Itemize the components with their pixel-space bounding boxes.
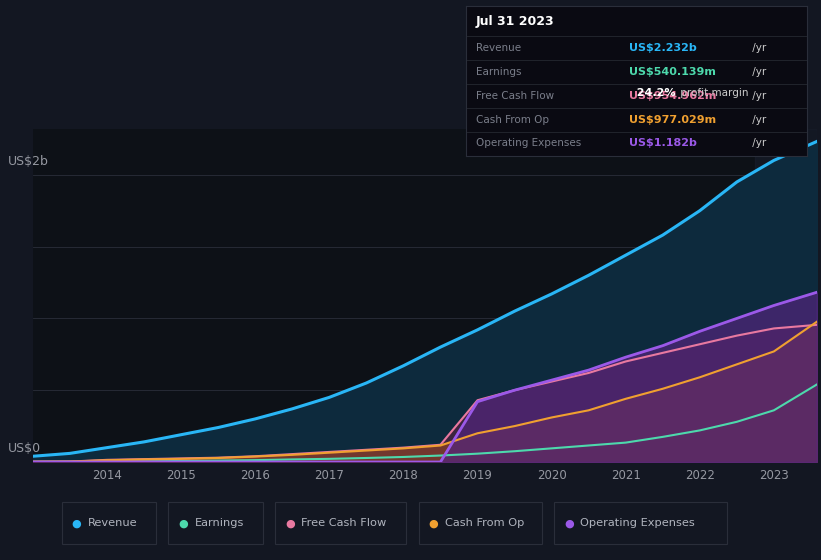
Text: Free Cash Flow: Free Cash Flow [475, 91, 554, 101]
Text: US$977.029m: US$977.029m [630, 115, 717, 125]
Text: Operating Expenses: Operating Expenses [475, 138, 581, 148]
Text: profit margin: profit margin [677, 88, 749, 97]
Text: Revenue: Revenue [475, 43, 521, 53]
Text: /yr: /yr [749, 43, 766, 53]
Text: ●: ● [178, 519, 188, 528]
Text: 24.2%: 24.2% [630, 88, 676, 97]
Text: /yr: /yr [749, 138, 766, 148]
Text: ●: ● [564, 519, 574, 528]
Text: Operating Expenses: Operating Expenses [580, 519, 695, 528]
Text: Cash From Op: Cash From Op [445, 519, 525, 528]
Text: /yr: /yr [749, 115, 766, 125]
Text: ●: ● [429, 519, 438, 528]
Text: US$954.962m: US$954.962m [630, 91, 717, 101]
Text: ●: ● [71, 519, 81, 528]
Text: US$0: US$0 [7, 442, 41, 455]
Text: ●: ● [285, 519, 295, 528]
Text: US$2b: US$2b [7, 156, 48, 169]
Text: Free Cash Flow: Free Cash Flow [301, 519, 387, 528]
Text: Revenue: Revenue [88, 519, 137, 528]
Text: Jul 31 2023: Jul 31 2023 [475, 15, 554, 29]
Text: US$1.182b: US$1.182b [630, 138, 697, 148]
Text: Cash From Op: Cash From Op [475, 115, 548, 125]
Bar [755, 129, 817, 462]
Text: /yr: /yr [749, 67, 766, 77]
Text: US$2.232b: US$2.232b [630, 43, 697, 53]
Text: Earnings: Earnings [475, 67, 521, 77]
Text: /yr: /yr [749, 91, 766, 101]
Text: Earnings: Earnings [195, 519, 244, 528]
Text: US$540.139m: US$540.139m [630, 67, 716, 77]
